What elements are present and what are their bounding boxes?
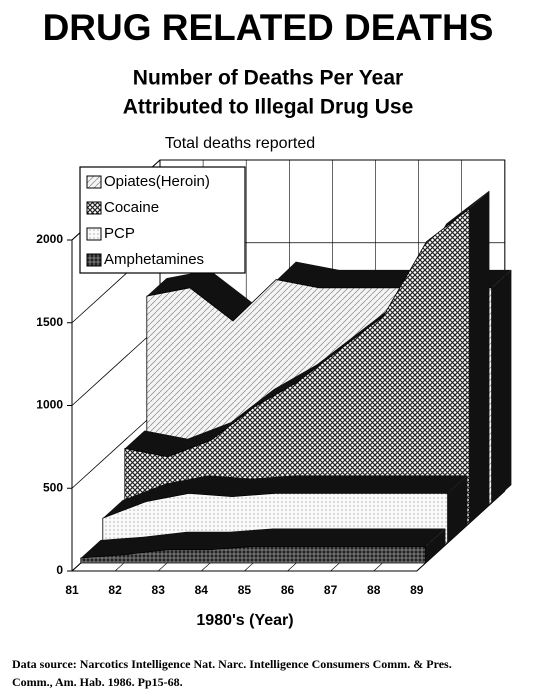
legend-swatch (86, 175, 102, 189)
area-side (491, 269, 512, 503)
legend: Opiates(Heroin) Cocaine PCP Amphetamines (79, 166, 246, 274)
legend-swatch (86, 253, 102, 267)
x-tick-label: 83 (152, 583, 166, 597)
plot: 0 500 1000 1500 2000 81 82 83 84 85 86 87 88 89 (36, 159, 512, 597)
y-tick-label: 2000 (36, 232, 63, 246)
y-tick-label: 500 (43, 480, 63, 494)
x-axis-label: 1980's (Year) (196, 612, 293, 629)
area-top (102, 475, 468, 519)
legend-label: PCP (104, 225, 135, 242)
chart-subtitle: Number of Deaths Per Year (133, 67, 403, 90)
x-tick-label: 82 (108, 583, 122, 597)
chart-title: DRUG RELATED DEATHS (43, 7, 494, 48)
x-tick-label: 87 (324, 583, 338, 597)
legend-swatch (86, 227, 102, 241)
y-tick-label: 0 (56, 563, 63, 577)
chart-subtitle: Attributed to Illegal Drug Use (123, 96, 414, 119)
legend-label: Amphetamines (104, 251, 204, 268)
area-side (425, 528, 446, 563)
area-top (80, 528, 446, 559)
y-tick-label: 1000 (36, 398, 63, 412)
source-note: Comm., Am. Hab. 1986. Pp15-68. (12, 675, 183, 689)
legend-swatch (86, 201, 102, 215)
y-tick-label: 1500 (36, 315, 63, 329)
legend-label: Opiates(Heroin) (104, 173, 210, 190)
source-note: Data source: Narcotics Intelligence Nat.… (12, 657, 452, 671)
legend-label: Cocaine (104, 199, 159, 216)
x-tick-label: 85 (238, 583, 252, 597)
y-axis-label: Total deaths reported (165, 135, 315, 152)
x-tick-label: 81 (65, 583, 79, 597)
x-tick-label: 84 (195, 583, 209, 597)
x-tick-label: 89 (410, 583, 424, 597)
legend-box (79, 166, 246, 274)
x-tick-label: 86 (281, 583, 295, 597)
area-side (469, 190, 490, 524)
x-tick-label: 88 (367, 583, 381, 597)
area (124, 207, 470, 524)
area (80, 546, 426, 564)
area-side (447, 475, 468, 543)
